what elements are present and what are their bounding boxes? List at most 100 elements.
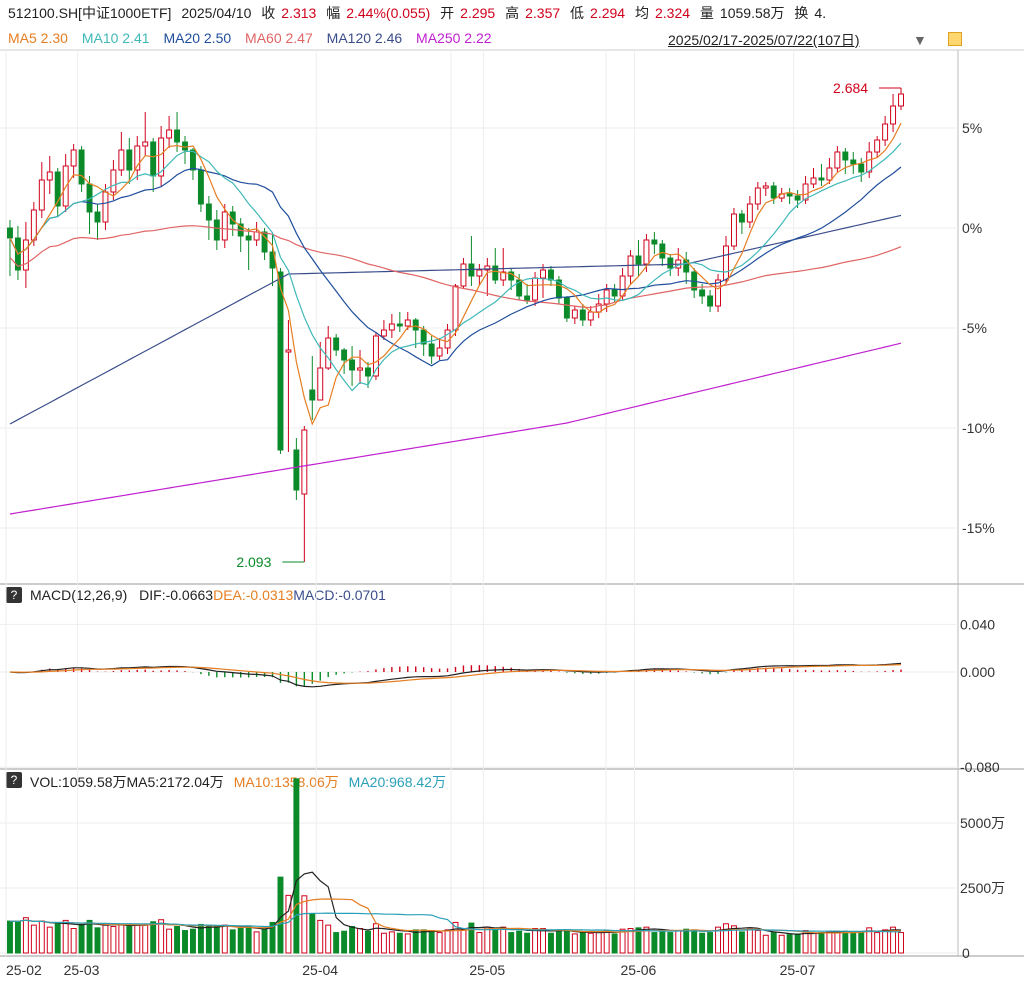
candle-body [261,231,268,253]
quote-date: 2025/04/10 [181,5,252,21]
volume-bar [30,924,37,954]
candle-body [245,235,252,241]
volume-bar [834,930,841,954]
candle-body [158,137,165,177]
candle-body [205,203,212,221]
candle-body [516,279,523,297]
volume-panel [7,778,904,954]
change-label: 幅 [326,5,341,21]
ma250-legend: MA250 2.22 [416,30,492,46]
macd-help-icon[interactable]: ? [6,587,22,603]
candle-body [866,151,873,173]
volume-bar [850,932,857,954]
candle-body [786,193,793,197]
candle-body [118,149,125,171]
candle-body [508,271,515,281]
candle-body [134,145,141,171]
candle-body [54,171,61,207]
volume-bar [882,929,889,954]
vol-help-icon[interactable]: ? [6,772,22,788]
candle-body [221,211,228,241]
avg-label: 均 [634,5,649,21]
candle-body [365,367,371,377]
volume-bar [683,928,690,954]
ma10-legend: MA10 2.41 [81,30,150,46]
candle-body [412,319,419,331]
volume-bar [643,926,650,954]
volume-bar [205,924,212,954]
candle-body [341,349,348,361]
volume-bar [285,894,292,954]
candle-body [492,265,499,281]
volume-bar [357,928,363,954]
candle-body [651,239,658,245]
candle-body [532,277,539,301]
macd-panel [9,662,902,688]
volume-bar [723,923,729,954]
volume-bar [333,932,340,954]
candle-body [874,139,881,153]
volume-bar [70,928,77,954]
ma5-legend: MA5 2.30 [8,30,68,46]
volume-bar [213,925,220,954]
ma-legend: MA5 2.30 MA10 2.41 MA20 2.50 MA60 2.47 M… [8,30,502,46]
candle-body [349,359,356,371]
vol-value: 1059.58万 [719,5,785,21]
vol-ma20-line [9,912,901,933]
candle-body [500,271,507,281]
candle-body [794,195,801,201]
candle-body [301,429,308,495]
volume-bar [500,926,507,954]
volume-bar [182,930,188,954]
candle-body [78,149,85,185]
candle-body [595,303,602,313]
candle-body [723,245,729,281]
volume-bar [762,934,769,954]
volume-bar [794,933,801,954]
candle-body [404,319,411,327]
price-y-tick: 0% [962,220,982,236]
ma250-line [9,342,902,515]
volume-bar [866,927,873,954]
candle-body [460,263,467,287]
x-tick-label: 25-04 [302,962,338,978]
candle-body [484,265,491,271]
price-y-tick: -15% [962,520,995,536]
volume-bar [715,926,722,954]
candle-body [317,367,324,401]
volume-bar [14,921,21,954]
volume-bar [587,932,594,954]
candle-body [189,149,196,171]
macd-y-tick: 0.040 [960,616,995,632]
candle-body [850,159,857,165]
volume-bar [818,932,825,954]
ma10-line [9,142,902,392]
candle-body [571,309,578,319]
candle-body [150,141,157,177]
x-tick-label: 25-06 [621,962,657,978]
candle-body [802,183,809,201]
volume-bar [468,922,475,954]
volume-bar [7,920,13,954]
volume-bar [197,923,204,954]
volume-bar [142,924,149,954]
volume-bar [102,923,109,954]
volume-bar [86,919,93,954]
ma20-legend: MA20 2.50 [163,30,232,46]
volume-bar [786,934,793,954]
dropdown-triangle-icon[interactable]: ▼ [913,32,927,48]
dea-line [9,664,902,684]
date-range-selector[interactable]: 2025/02/17-2025/07/22(107日) [668,32,860,48]
change-value: 2.44%(0.055) [346,5,431,21]
ma20-line [9,166,902,367]
volume-bar [508,932,515,954]
volume-bar [452,921,459,954]
volume-bar [524,932,531,954]
volume-bar [778,934,785,954]
max-annotation: 2.684 [833,80,868,96]
candle-body [396,323,403,327]
volume-bar [372,923,379,954]
lock-icon[interactable] [948,32,962,46]
candle-body [293,449,300,491]
